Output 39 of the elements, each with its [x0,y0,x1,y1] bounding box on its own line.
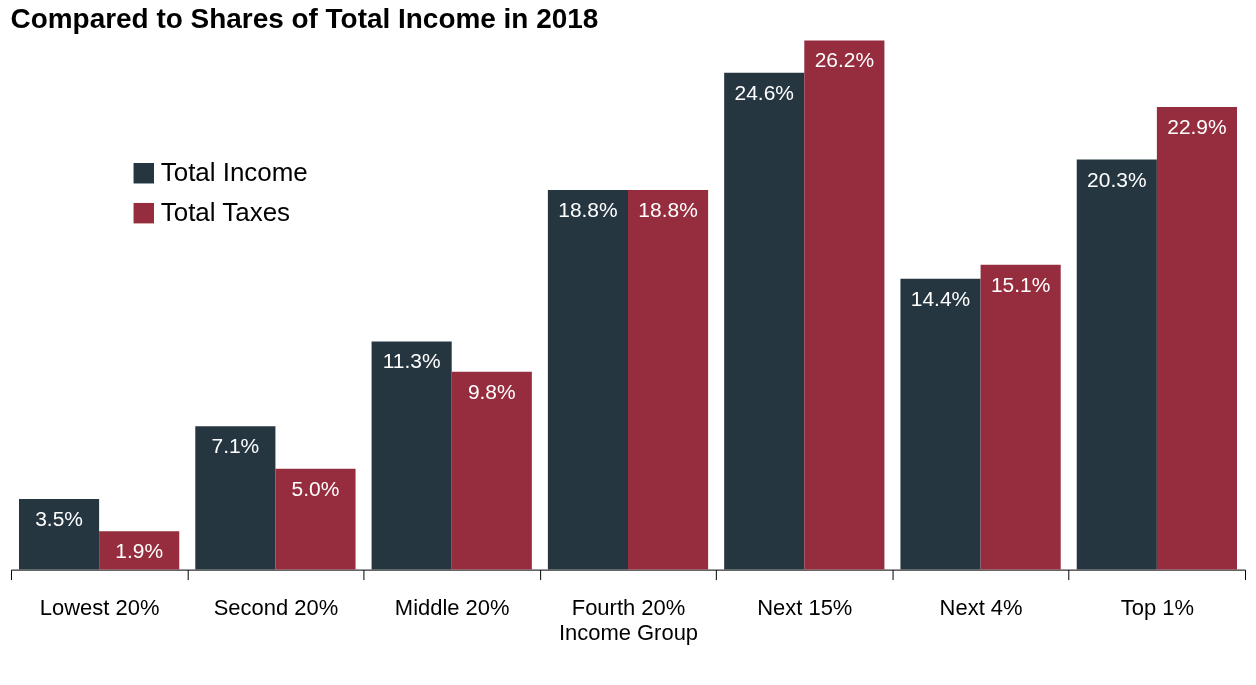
bar [628,189,709,570]
bar [980,264,1061,570]
data-label: 15.1% [990,272,1051,296]
data-label: 24.6% [734,80,794,104]
bar [724,72,805,570]
bar [195,426,276,570]
legend-label: Total Income [160,158,308,187]
data-label: 18.8% [638,197,698,221]
x-tick-label: Second 20% [213,595,339,621]
data-label: 14.4% [910,286,971,310]
legend-label: Total Taxes [160,198,291,227]
bar [547,189,628,570]
bar [371,341,452,570]
x-tick-label: Lowest 20% [39,595,160,621]
x-tick-label: Top 1% [1120,595,1194,621]
data-label: 22.9% [1167,115,1227,139]
bar [275,468,356,570]
x-tick-label: Middle 20% [394,595,510,621]
data-label: 9.8% [467,379,516,403]
data-label: 5.0% [291,476,340,500]
data-label: 3.5% [35,506,83,530]
data-label: 26.2% [814,48,875,72]
bar [99,531,180,570]
chart-title: Compared to Shares of Total Income in 2018 [10,3,599,35]
x-axis-title: Income Group [558,620,699,645]
data-label: 11.3% [382,349,441,373]
bar [900,278,981,570]
bar [1156,107,1237,570]
x-tick-label: Next 15% [757,595,853,621]
x-tick-label: Fourth 20% [571,595,686,621]
bar [804,40,885,570]
data-label: 1.9% [115,539,164,563]
data-label: 7.1% [211,434,260,458]
data-label: 20.3% [1087,167,1147,191]
bar [1076,159,1157,570]
data-label: 18.8% [558,197,618,221]
bar [451,371,532,570]
x-tick-label: Next 4% [939,595,1023,621]
bar [19,498,100,570]
